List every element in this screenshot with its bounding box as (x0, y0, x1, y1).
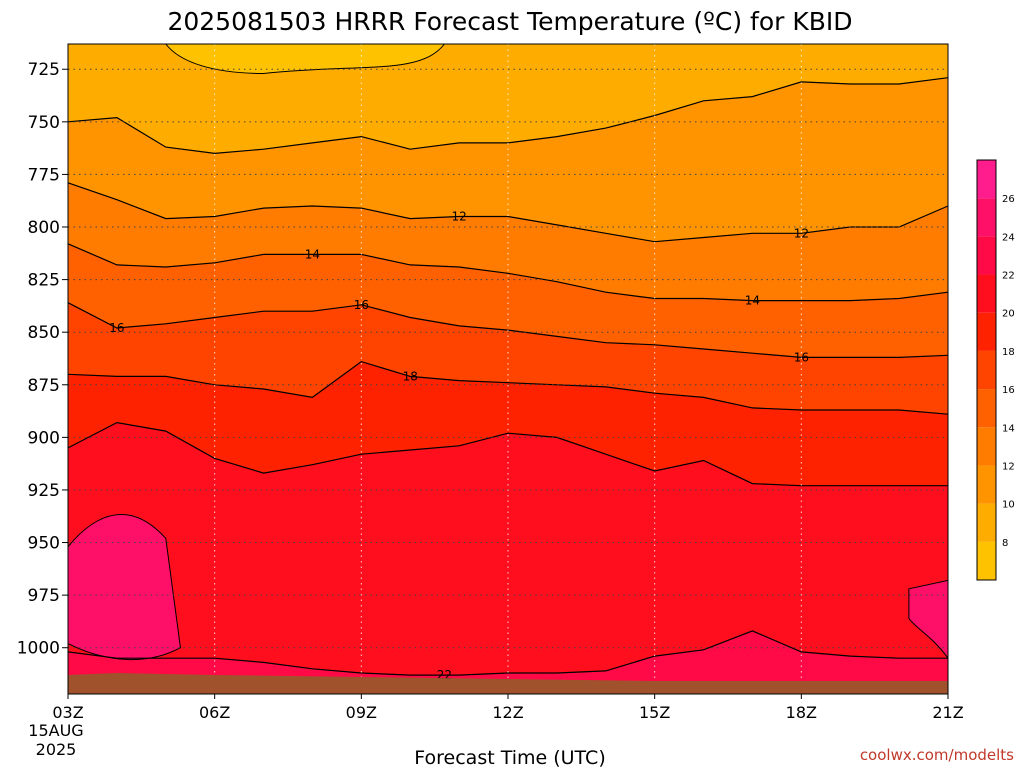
ground (68, 673, 948, 694)
ground-strip (68, 673, 948, 694)
ytick-label-10: 975 (28, 586, 60, 606)
x-axis: 03Z 06Z 09Z 12Z 15Z 18Z 21Z (52, 694, 964, 722)
colorbar-band-4 (977, 389, 996, 428)
x-start-label-year: 2025 (36, 740, 77, 759)
ytick-label-1: 750 (28, 113, 60, 133)
ytick-label-9: 950 (28, 534, 60, 554)
colorbar-tick-2: 12 (1002, 461, 1015, 472)
colorbar-band-5 (977, 350, 996, 390)
colorbar-tick-7: 22 (1002, 271, 1015, 282)
ytick-label-0: 725 (28, 60, 60, 80)
y-axis: 725 750 775 800 825 850 875 900 925 950 975 1000 (17, 60, 68, 659)
ytick-label-2: 775 (28, 165, 60, 185)
xtick-label-3: 12Z (492, 703, 523, 722)
ytick-label-8: 925 (28, 481, 60, 501)
ytick-label-7: 900 (28, 428, 60, 448)
cool-pocket-top (164, 43, 446, 74)
contour-label-5: 16 (354, 298, 369, 312)
contour-10 (67, 77, 949, 155)
colorbar-tick-3: 14 (1002, 423, 1015, 434)
contour-22 (67, 630, 948, 676)
contour-label-7: 18 (403, 369, 418, 383)
colorbar-band-0 (977, 541, 996, 580)
contour-20 (67, 421, 948, 487)
x-axis-label: Forecast Time (UTC) (414, 747, 605, 768)
xtick-label-2: 09Z (346, 703, 377, 722)
colorbar: 8 10 12 14 16 18 20 22 24 26 (976, 159, 1015, 581)
colorbar-tick-4: 16 (1002, 385, 1015, 396)
contour-label-4: 16 (109, 321, 124, 335)
x-start-label-day: 15AUG (28, 721, 83, 740)
xtick-label-6: 21Z (932, 703, 963, 722)
ytick-label-5: 850 (28, 323, 60, 343)
ytick-label-11: 1000 (17, 639, 60, 659)
chart-title: 2025081503 HRRR Forecast Temperature (ºC… (167, 7, 852, 36)
colorbar-tick-1: 10 (1002, 500, 1015, 511)
warm-pocket-west (67, 514, 181, 661)
colorbar-band-1 (977, 503, 996, 542)
colorbar-tick-6: 20 (1002, 309, 1015, 320)
ytick-label-4: 825 (28, 271, 60, 291)
colorbar-tick-0: 8 (1002, 538, 1008, 549)
colorbar-band-2 (977, 465, 996, 504)
ytick-label-3: 800 (28, 218, 60, 238)
colorbar-tick-5: 18 (1002, 347, 1015, 358)
colorbar-band-10 (977, 160, 996, 199)
xtick-label-4: 15Z (639, 703, 670, 722)
colorbar-band-6 (977, 312, 996, 351)
grid (67, 44, 949, 694)
credit-text[interactable]: coolwx.com/modelts (860, 746, 1014, 764)
ytick-label-6: 875 (28, 376, 60, 396)
colorbar-band-7 (977, 274, 996, 313)
contour-lines (67, 77, 949, 676)
contour-label-0: 12 (451, 209, 466, 223)
colorbar-band-8 (977, 236, 996, 275)
temperature-fill (67, 43, 949, 694)
colorbar-band-3 (977, 427, 996, 466)
xtick-label-5: 18Z (786, 703, 817, 722)
contour-label-3: 14 (745, 294, 760, 308)
contour-label-6: 16 (794, 350, 809, 364)
xtick-label-0: 03Z (52, 703, 83, 722)
contour-12 (67, 182, 949, 243)
contour-label-1: 12 (794, 226, 809, 240)
contour-14 (67, 243, 949, 302)
colorbar-tick-8: 24 (1002, 232, 1015, 243)
colorbar-band-9 (977, 198, 996, 237)
colorbar-frame (976, 159, 997, 581)
contour-18 (67, 360, 949, 415)
contour-label-2: 14 (305, 247, 320, 261)
colorbar-tick-9: 26 (1002, 194, 1015, 205)
xtick-label-1: 06Z (199, 703, 230, 722)
